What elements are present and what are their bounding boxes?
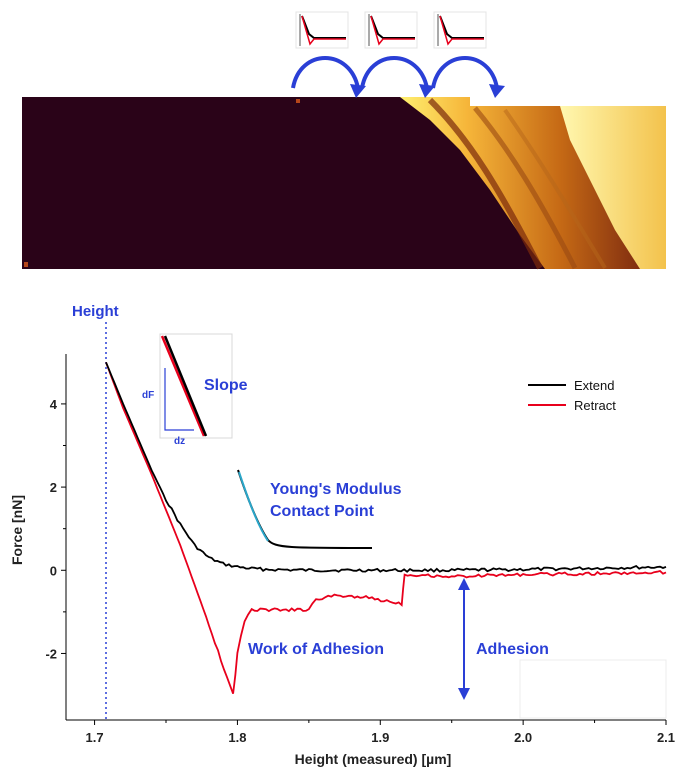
legend-label-extend: Extend (574, 378, 614, 393)
x-axis-label: Height (measured) [µm] (295, 751, 452, 767)
thumbnail-curve-2 (364, 11, 418, 49)
legend: Extend Retract (528, 378, 616, 413)
heatmap-brightest-region (560, 106, 666, 269)
heatmap-gap (470, 97, 666, 106)
contact-fit-model (238, 471, 269, 542)
x-ticks: 1.7 1.8 1.9 2.0 2.1 (86, 720, 675, 745)
thumbnail-curve-3 (433, 11, 487, 49)
heatmap-streak (503, 108, 607, 270)
slope-df-label: dF (142, 390, 154, 401)
heatmap-panel (22, 97, 666, 270)
work-of-adhesion-label: Work of Adhesion (248, 641, 384, 658)
scan-arrow-1 (291, 56, 366, 98)
contact-point-label: Contact Point (270, 503, 375, 520)
x-tick-label: 2.0 (514, 730, 532, 745)
slope-label: Slope (204, 377, 248, 394)
legend-label-retract: Retract (574, 398, 616, 413)
height-label: Height (72, 303, 119, 320)
y-tick-label: -2 (45, 646, 57, 661)
heatmap-streak (473, 106, 578, 270)
youngs-modulus-inset: Young's Modulus Contact Point (237, 469, 402, 549)
y-ticks: -2 0 2 4 (45, 397, 66, 661)
heatmap-pixel (24, 262, 28, 267)
heatmap-pixel (296, 99, 300, 103)
scan-arrow-3 (431, 56, 505, 98)
y-tick-label: 4 (50, 397, 58, 412)
slope-line-retract (160, 335, 206, 437)
scan-arrow-2 (360, 56, 435, 98)
slope-dz-label: dz (174, 436, 185, 447)
slope-inset: dF dz Slope (142, 333, 248, 447)
adhesion-arrow (458, 578, 470, 700)
slope-triangle (164, 368, 194, 431)
youngs-modulus-label: Young's Modulus (270, 481, 402, 498)
adhesion-label: Adhesion (476, 641, 549, 658)
x-tick-label: 1.9 (371, 730, 389, 745)
y-axis-label: Force [nN] (9, 495, 25, 565)
x-tick-label: 1.7 (86, 730, 104, 745)
thumbnail-curves (291, 11, 505, 98)
slope-line-extend (163, 335, 208, 437)
thumbnail-curve-1 (295, 11, 349, 49)
heatmap-streak (427, 97, 543, 270)
y-tick-label: 2 (50, 480, 57, 495)
force-curve-plot: 1.7 1.8 1.9 2.0 2.1 -2 0 2 4 Height (measured) … (9, 303, 675, 767)
inset-placeholder-frame (519, 659, 667, 719)
x-tick-label: 1.8 (228, 730, 246, 745)
series-line-retract (105, 361, 667, 695)
series-line-extend (105, 361, 667, 573)
x-tick-label: 2.1 (657, 730, 675, 745)
y-tick-label: 0 (50, 563, 57, 578)
